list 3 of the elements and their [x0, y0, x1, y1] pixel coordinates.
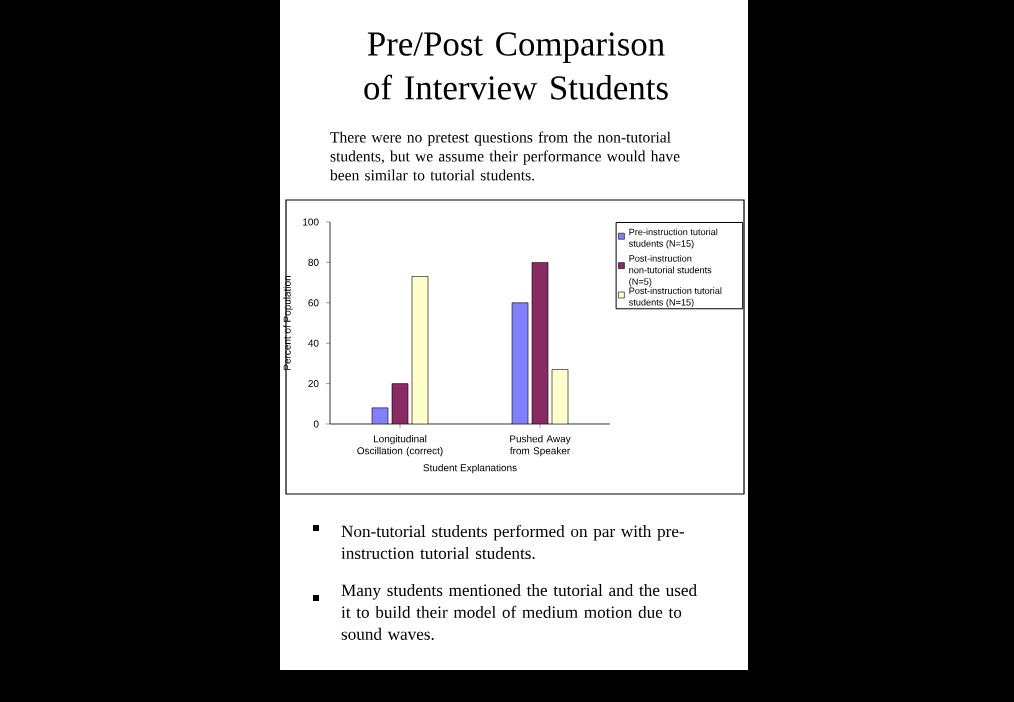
chart-title: Pre/Post Comparison of Interview Students	[364, 32, 668, 100]
text: Many students mentioned the tutorial and the used it to build their model of medium motion due to sound waves.	[341, 584, 697, 640]
text: Non-tutorial students performed on par with pre-instruction tutorial students.	[341, 524, 685, 560]
